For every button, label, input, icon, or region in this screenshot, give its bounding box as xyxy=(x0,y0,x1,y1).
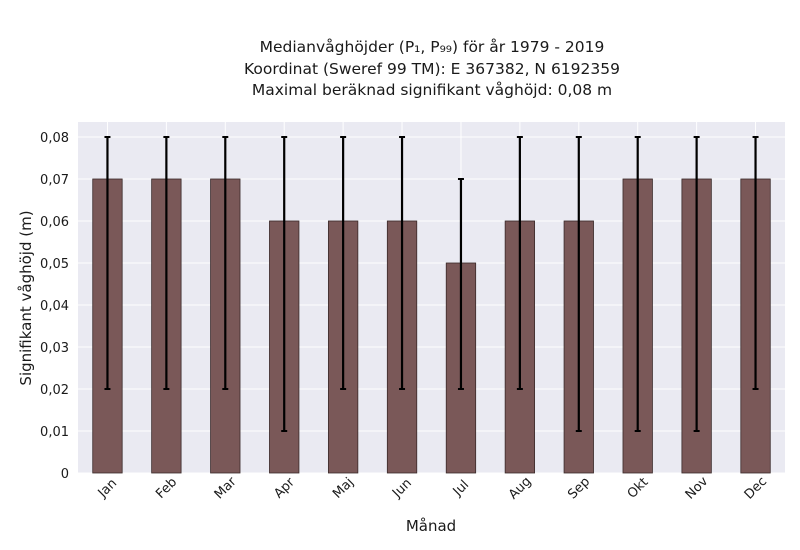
x-axis-ticks: Jan Feb Mar Apr Maj Jun Jul Aug Sep Okt Nov Dec xyxy=(95,474,770,503)
y-tick-label: 0,07 xyxy=(40,173,69,188)
x-tick-label: Maj xyxy=(330,475,357,502)
errorbar-maj xyxy=(340,136,347,390)
y-tick-label: 0,02 xyxy=(40,383,69,398)
y-tick-label: 0,06 xyxy=(40,215,69,230)
errorbar-nov xyxy=(693,136,700,432)
x-tick-label: Sep xyxy=(565,474,593,502)
x-axis-label: Månad xyxy=(406,517,456,535)
errorbar-aug xyxy=(516,136,523,390)
errorbar-okt xyxy=(634,136,641,432)
x-tick-label: Mar xyxy=(212,474,240,502)
plot-area xyxy=(78,122,785,473)
x-tick-label: Nov xyxy=(683,474,712,503)
x-tick-label: Jul xyxy=(450,478,472,500)
x-tick-label: Jun xyxy=(389,476,415,502)
errorbar-dec xyxy=(752,136,759,390)
y-tick-label: 0,04 xyxy=(40,299,69,314)
errorbar-mar xyxy=(222,136,229,390)
y-tick-label: 0 xyxy=(61,467,69,482)
x-tick-label: Apr xyxy=(271,475,298,502)
y-tick-label: 0,08 xyxy=(40,131,69,146)
errorbar-sep xyxy=(575,136,582,432)
errorbar-jul xyxy=(457,178,464,390)
errorbar-jan xyxy=(104,136,111,390)
x-tick-label: Okt xyxy=(625,475,652,502)
x-tick-label: Dec xyxy=(742,474,770,502)
errorbar-feb xyxy=(163,136,170,390)
chart-title-line-1: Medianvåghöjder (P₁, P₉₉) för år 1979 - … xyxy=(260,38,605,56)
x-tick-label: Aug xyxy=(506,474,535,503)
y-axis-ticks: 0 0,01 0,02 0,03 0,04 0,05 0,06 0,07 0,08 xyxy=(40,131,69,482)
x-tick-label: Jan xyxy=(95,476,120,501)
x-tick-label: Feb xyxy=(153,475,180,502)
y-tick-label: 0,01 xyxy=(40,425,69,440)
chart-title: Medianvåghöjder (P₁, P₉₉) för år 1979 - … xyxy=(244,38,620,99)
errorbar-apr xyxy=(281,136,288,432)
chart-title-line-2: Koordinat (Sweref 99 TM): E 367382, N 61… xyxy=(244,60,620,78)
chart-title-line-3: Maximal beräknad signifikant våghöjd: 0,… xyxy=(252,81,612,99)
y-axis-label: Signifikant våghöjd (m) xyxy=(17,210,35,385)
y-tick-label: 0,03 xyxy=(40,341,69,356)
y-tick-label: 0,05 xyxy=(40,257,69,272)
error-bars xyxy=(104,136,759,432)
errorbar-jun xyxy=(399,136,406,390)
